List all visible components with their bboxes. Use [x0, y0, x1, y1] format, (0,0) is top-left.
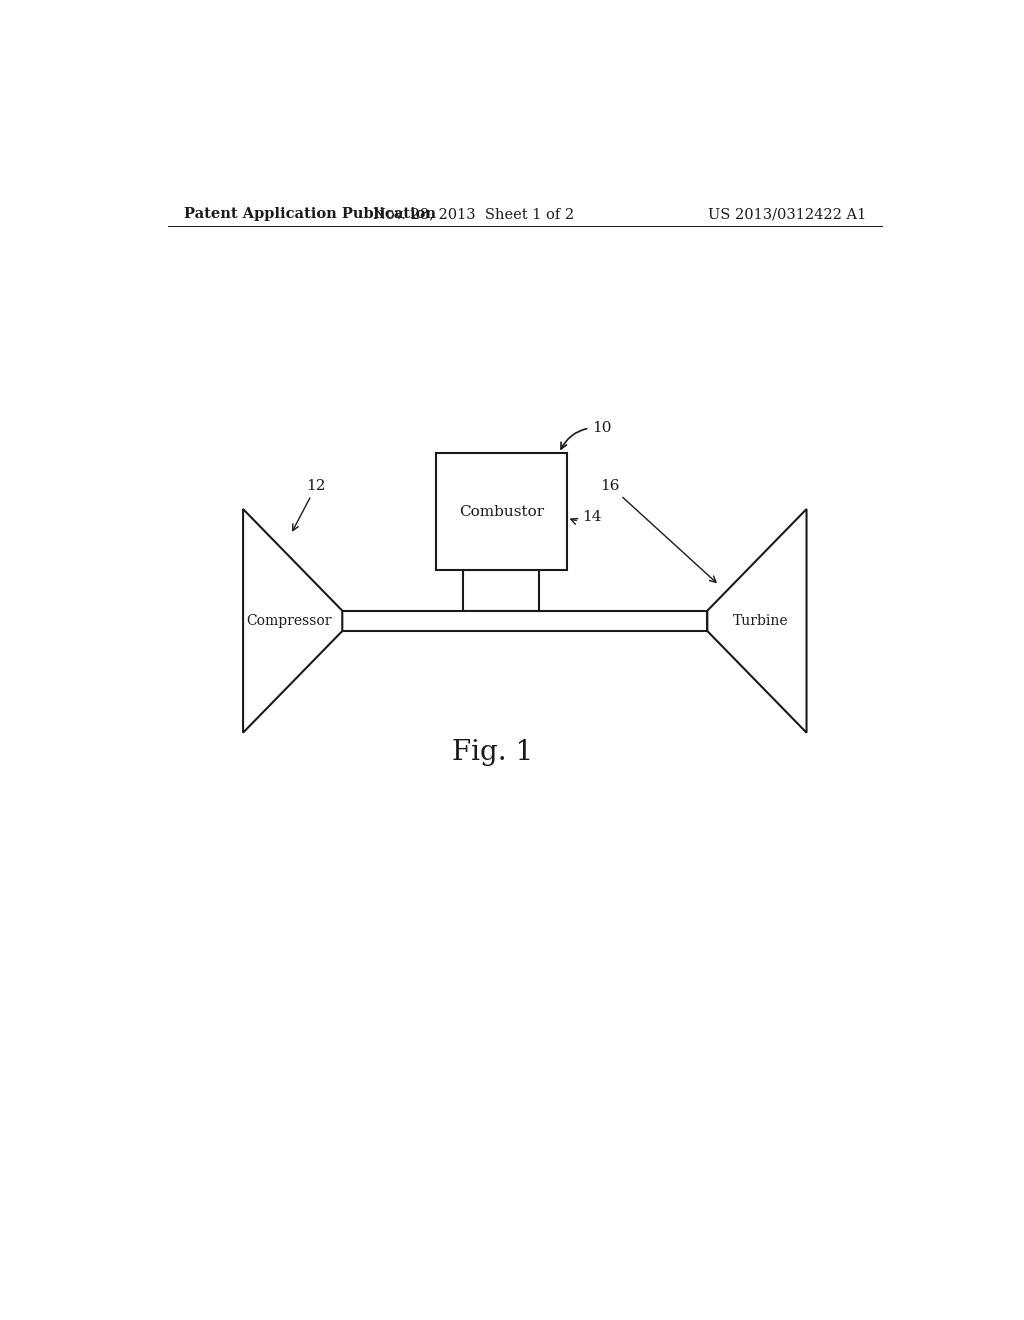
Polygon shape	[708, 510, 807, 733]
Text: 10: 10	[561, 421, 611, 449]
Polygon shape	[243, 510, 342, 733]
Text: Nov. 28, 2013  Sheet 1 of 2: Nov. 28, 2013 Sheet 1 of 2	[373, 207, 573, 222]
Text: 16: 16	[600, 479, 716, 582]
Bar	[463, 570, 539, 611]
Text: Combustor: Combustor	[459, 504, 544, 519]
Text: Fig. 1: Fig. 1	[453, 739, 534, 767]
Text: 12: 12	[293, 479, 326, 531]
Text: Compressor: Compressor	[246, 614, 332, 628]
Text: Patent Application Publication: Patent Application Publication	[183, 207, 435, 222]
Text: US 2013/0312422 A1: US 2013/0312422 A1	[708, 207, 866, 222]
Text: Turbine: Turbine	[733, 614, 788, 628]
Text: 14: 14	[570, 511, 601, 524]
Bar	[436, 453, 567, 570]
Bar	[342, 611, 708, 631]
